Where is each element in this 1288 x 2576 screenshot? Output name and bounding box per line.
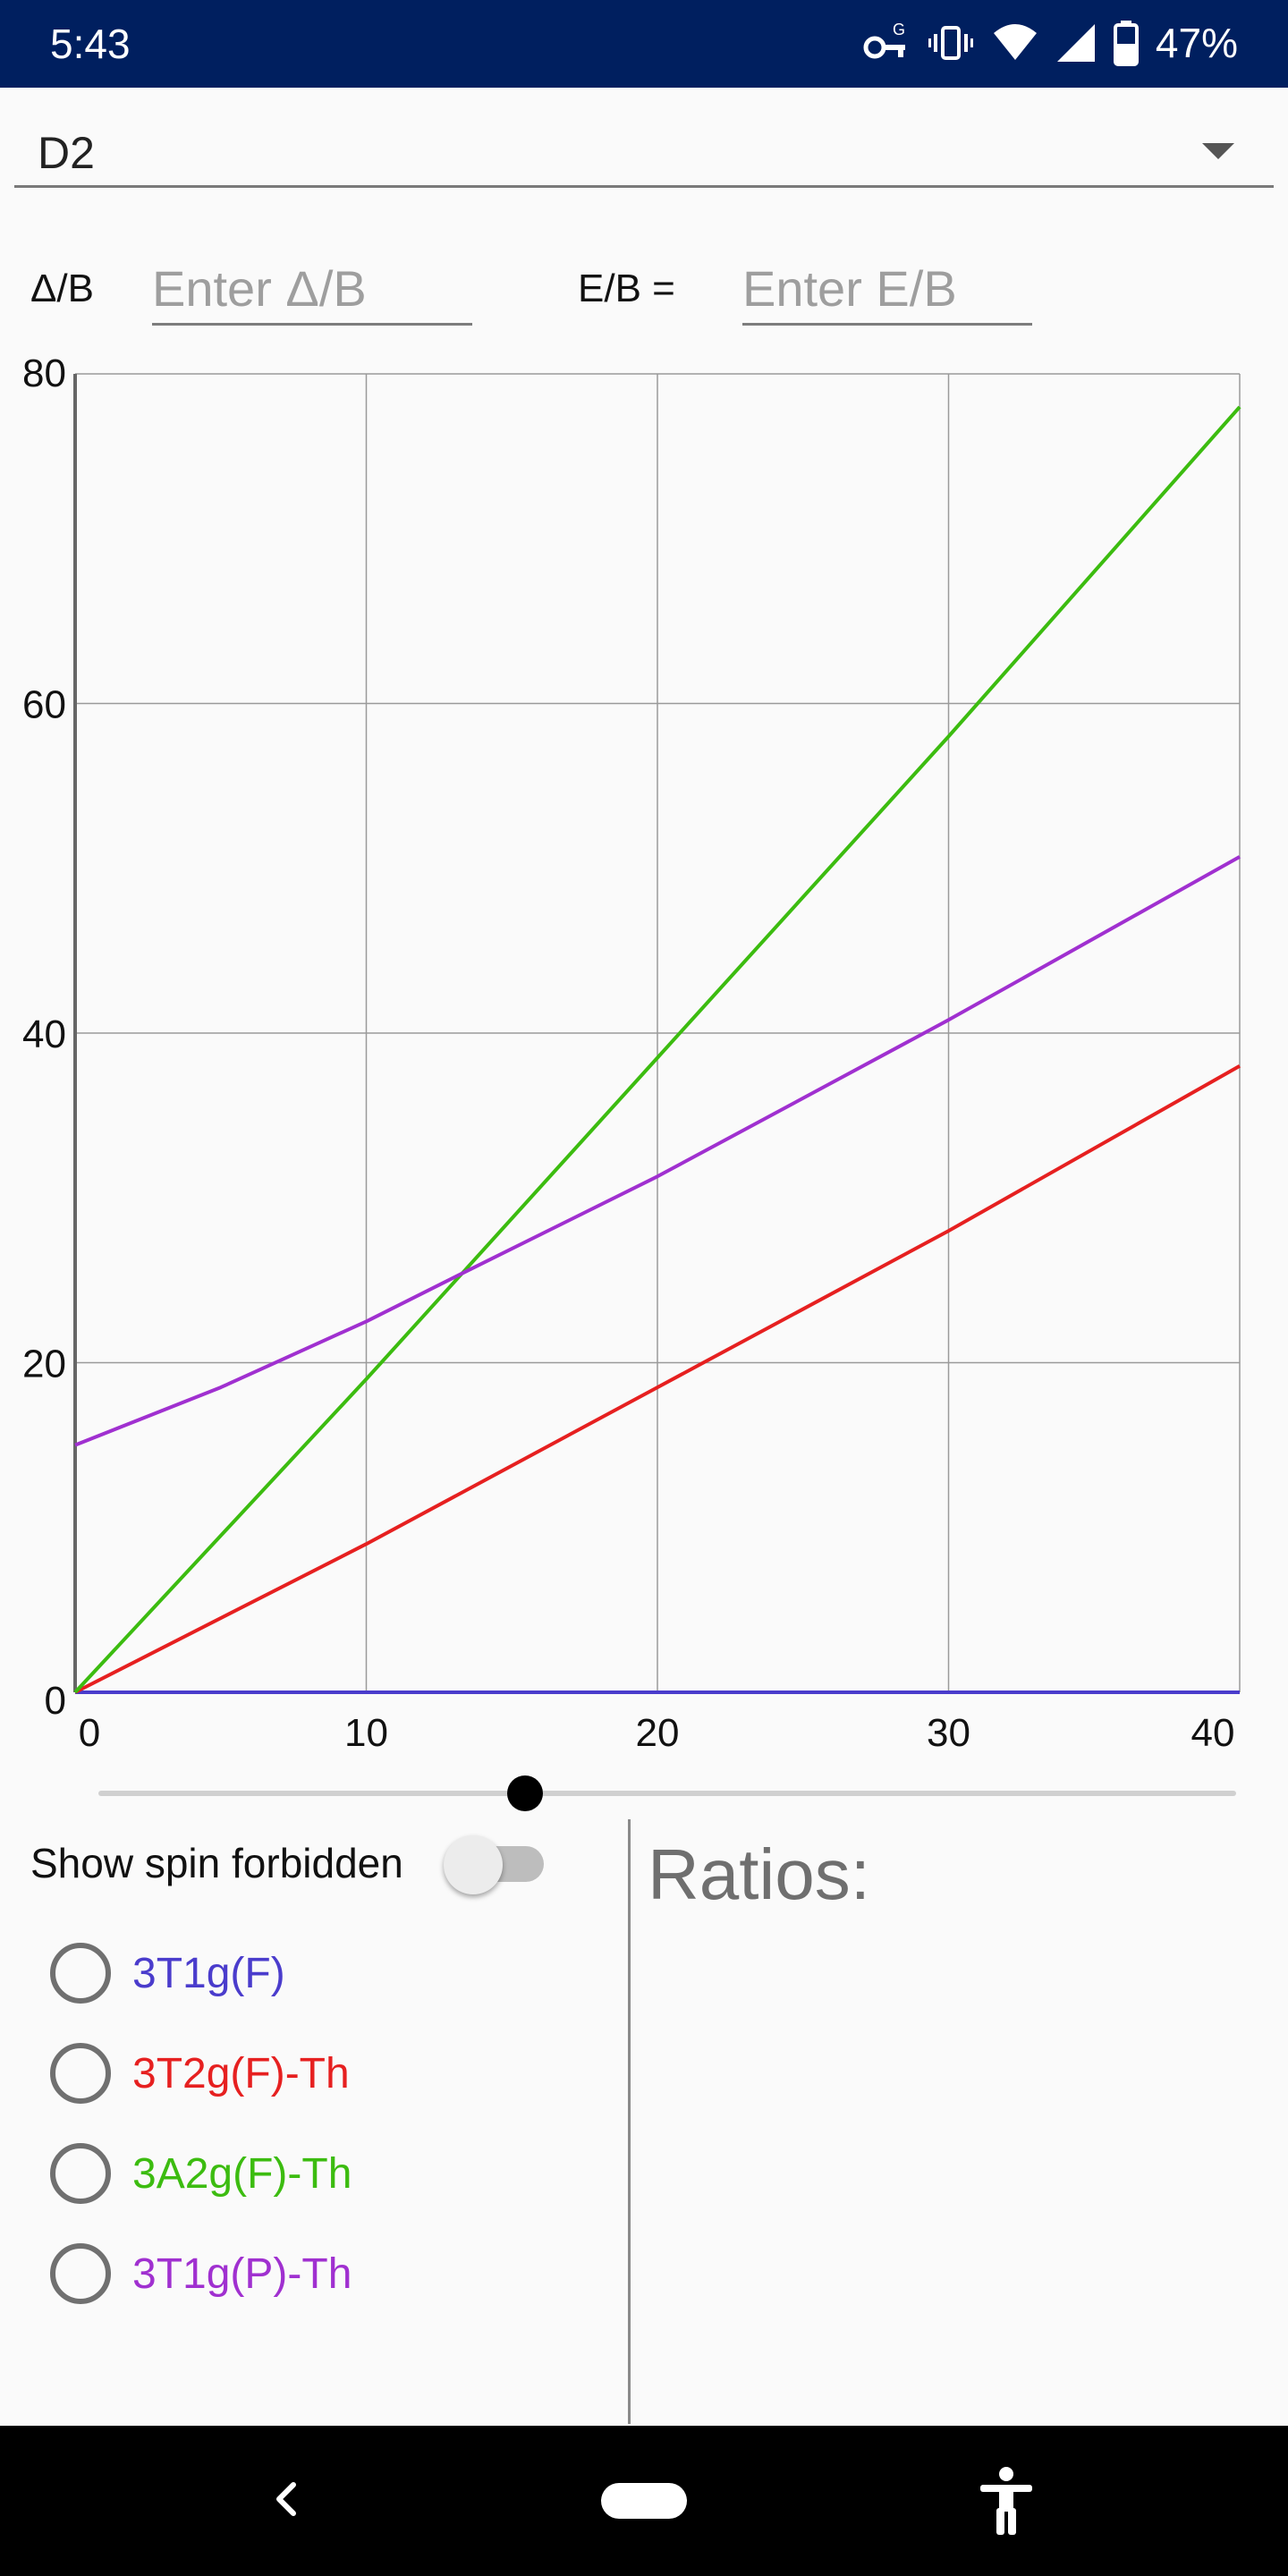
chart-tick-labels: 0 10 20 30 40 0 20 40 60 80 [22, 358, 1234, 1755]
chevron-down-icon[interactable] [1202, 143, 1234, 159]
state-radio-option[interactable]: 3A2g(F)-Th [50, 2140, 352, 2207]
wifi-icon [993, 24, 1037, 60]
x-tick-label: 30 [927, 1711, 970, 1755]
spin-forbidden-label: Show spin forbidden [30, 1840, 403, 1886]
delta-b-label: Δ/B [30, 267, 94, 310]
status-bar: 5:43 G 47% [0, 0, 1288, 88]
home-button[interactable] [601, 2483, 687, 2519]
state-label: 3T1g(P)-Th [132, 2250, 352, 2298]
x-tick-label: 10 [344, 1711, 388, 1755]
e-b-field[interactable] [742, 254, 1032, 326]
tanabe-sugano-chart: 0 10 20 30 40 0 20 40 60 80 [22, 358, 1241, 1755]
y-tick-label: 40 [22, 1013, 66, 1056]
slider-thumb[interactable] [507, 1775, 543, 1811]
toggle-knob[interactable] [444, 1835, 503, 1894]
chart-series [73, 405, 1241, 1694]
delta-b-field[interactable] [152, 254, 472, 326]
series-line-1 [74, 1064, 1241, 1694]
e-b-label: E/B = [578, 267, 675, 310]
x-tick-label: 0 [79, 1711, 100, 1755]
dropdown-selected-value: D2 [38, 128, 95, 178]
series-line-3 [74, 855, 1241, 1447]
state-radio-option[interactable]: 3T1g(P)-Th [50, 2240, 352, 2308]
complex-dropdown[interactable]: D2 [14, 116, 1274, 188]
spin-forbidden-row: Show spin forbidden [30, 1832, 403, 1894]
state-radio-option[interactable]: 3T1g(F) [50, 1939, 285, 2007]
vibrate-icon [928, 26, 973, 60]
slider-track[interactable] [98, 1791, 1236, 1796]
accessibility-icon[interactable] [975, 2465, 1038, 2537]
y-tick-label: 60 [22, 683, 66, 727]
svg-text:G: G [893, 21, 905, 38]
y-tick-label: 0 [45, 1679, 66, 1723]
back-icon[interactable] [259, 2472, 313, 2526]
radio-button[interactable] [50, 1943, 111, 2004]
y-tick-label: 20 [22, 1343, 66, 1386]
vpn-key-icon: G [863, 21, 905, 59]
ratios-title: Ratios: [648, 1835, 870, 1914]
state-label: 3T1g(F) [132, 1949, 285, 1997]
status-time: 5:43 [50, 21, 131, 67]
value-slider[interactable] [98, 1775, 1236, 1811]
battery-icon [1113, 21, 1139, 66]
panel-divider [628, 1819, 631, 2424]
chart-grid [75, 373, 1241, 1692]
radio-button[interactable] [50, 2243, 111, 2304]
x-tick-label: 40 [1191, 1711, 1235, 1755]
state-label: 3T2g(F)-Th [132, 2049, 350, 2097]
state-label: 3A2g(F)-Th [132, 2149, 352, 2198]
signal-icon [1056, 24, 1095, 62]
y-tick-label: 80 [22, 358, 66, 395]
series-line-2 [73, 405, 1241, 1694]
status-icons: G 47% [862, 16, 1238, 70]
state-radio-option[interactable]: 3T2g(F)-Th [50, 2039, 350, 2107]
x-tick-label: 20 [636, 1711, 680, 1755]
spin-forbidden-toggle[interactable] [444, 1835, 547, 1894]
navigation-bar [0, 2426, 1288, 2576]
battery-percent: 47% [1155, 20, 1238, 66]
e-b-input[interactable] [742, 254, 1032, 323]
radio-button[interactable] [50, 2143, 111, 2204]
delta-b-input[interactable] [152, 254, 472, 323]
radio-button[interactable] [50, 2043, 111, 2104]
